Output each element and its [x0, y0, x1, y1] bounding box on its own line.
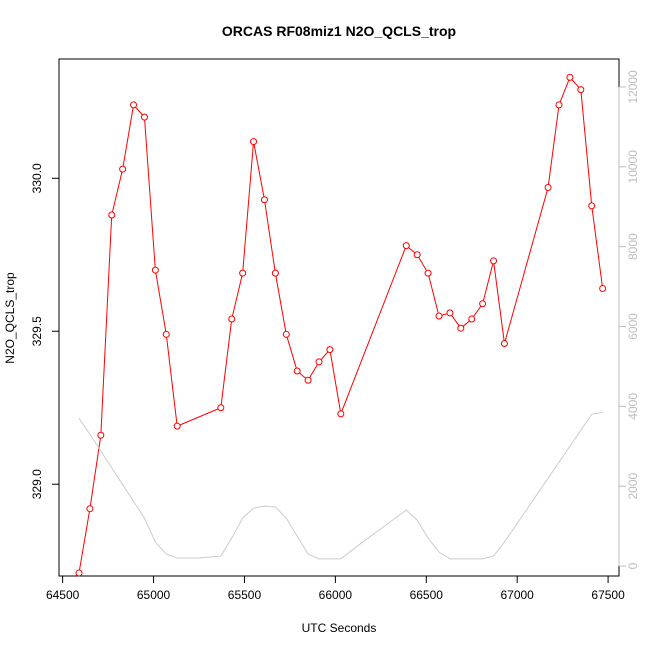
series-1-point [86, 505, 94, 513]
series-1-point [130, 101, 138, 109]
series-2-line [78, 411, 603, 560]
series-1-point [413, 251, 421, 259]
y2-tick-label: 2000 [626, 473, 640, 500]
series-1-point [260, 196, 268, 204]
y-tick-label: 330.0 [30, 163, 44, 193]
series-1-point [424, 269, 432, 277]
series-1-point [119, 165, 127, 173]
y2-tick-label: 0 [626, 562, 640, 569]
series-1-point [151, 266, 159, 274]
y-tick-label: 329.0 [30, 469, 44, 499]
x-tick-label: 65500 [228, 588, 262, 602]
axes: 64500 65000 65500 66000 66500 67000 67500 329.0… [30, 70, 640, 602]
series-1-point [108, 211, 116, 219]
y2-tick-label: 12000 [626, 70, 640, 104]
series-1-point [599, 284, 607, 292]
series-1-point [566, 73, 574, 81]
series-1-point [293, 367, 301, 375]
series-1-point [271, 269, 279, 277]
x-tick-label: 67000 [500, 588, 534, 602]
series-1-point [337, 410, 345, 418]
series-1-point [173, 422, 181, 430]
series-1-point [544, 183, 552, 191]
series-1-point [479, 300, 487, 308]
x-tick-label: 64500 [46, 588, 80, 602]
y2-tick-label: 6000 [626, 313, 640, 340]
plot-frame [58, 58, 620, 577]
series-1-point [228, 315, 236, 323]
series-1-point [446, 309, 454, 317]
series-1-point [490, 257, 498, 265]
series-1-point [282, 330, 290, 338]
series-1-point [75, 569, 83, 577]
x-tick-label: 66000 [319, 588, 353, 602]
x-tick-label: 65000 [137, 588, 171, 602]
series-1-point [250, 138, 258, 146]
series-1-point [239, 269, 247, 277]
x-tick-label: 66500 [410, 588, 444, 602]
series-1-point [468, 315, 476, 323]
series-1-point [140, 113, 148, 121]
series-1-point [555, 101, 563, 109]
series-1-line [78, 76, 604, 574]
series-1-point [97, 431, 105, 439]
y-tick-label: 329.5 [30, 316, 44, 346]
series-1-point [588, 202, 596, 210]
series-1-point [457, 324, 465, 332]
series-1-point [402, 242, 410, 250]
series-1-point [326, 346, 334, 354]
y2-tick-label: 10000 [626, 150, 640, 184]
y2-tick-label: 8000 [626, 233, 640, 260]
series-1-point [162, 330, 170, 338]
series-1-point [500, 340, 508, 348]
series-1-point [435, 312, 443, 320]
series-1-point [315, 358, 323, 366]
series-1-point [577, 86, 585, 94]
x-axis-label: UTC Seconds [302, 621, 377, 635]
chart-title: ORCAS RF08miz1 N2O_QCLS_trop [222, 23, 456, 39]
series-1-point [304, 376, 312, 384]
x-tick-label: 67500 [591, 588, 625, 602]
y2-tick-label: 4000 [626, 393, 640, 420]
series-layer [75, 73, 607, 577]
series-1-point [217, 404, 225, 412]
y-axis-label: N2O_QCLS_trop [3, 272, 17, 364]
